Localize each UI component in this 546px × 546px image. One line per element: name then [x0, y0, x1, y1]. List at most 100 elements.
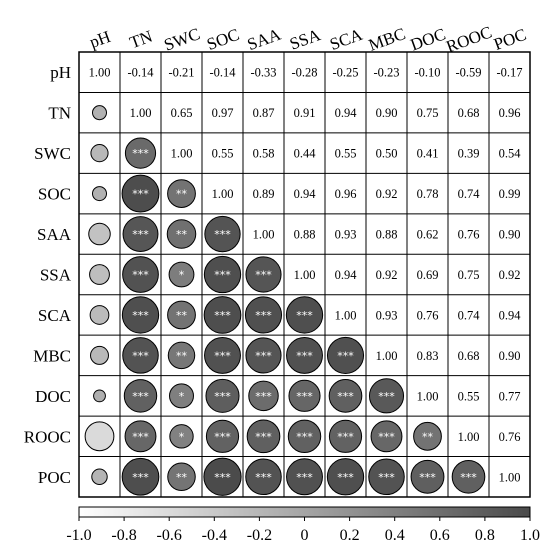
correlation-value: 0.41	[417, 147, 439, 161]
correlation-value: 1.00	[89, 66, 111, 80]
significance-stars: ***	[132, 188, 149, 201]
correlation-value: 1.00	[417, 389, 439, 403]
column-label-sca: SCA	[327, 25, 365, 54]
correlation-circle	[245, 458, 282, 496]
correlation-circle	[287, 419, 322, 454]
correlation-value: -0.28	[291, 66, 317, 80]
row-label-rooc: ROOC	[24, 427, 71, 446]
correlation-circle	[90, 144, 109, 163]
correlation-value: 1.00	[212, 187, 234, 201]
row-label-poc: POC	[38, 468, 71, 487]
significance-stars: ***	[255, 430, 272, 443]
correlation-circle	[245, 337, 282, 374]
correlation-circle	[410, 459, 445, 494]
significance-stars: ***	[132, 390, 149, 403]
significance-stars: ***	[214, 349, 231, 362]
column-label-mbc: MBC	[366, 24, 408, 55]
correlation-circle	[167, 341, 196, 370]
correlation-value: 0.87	[253, 106, 275, 120]
significance-stars: ***	[378, 471, 395, 484]
correlation-circle	[248, 380, 279, 412]
correlation-circle	[204, 215, 241, 253]
correlation-circle	[91, 468, 108, 485]
correlation-value: 1.00	[458, 430, 480, 444]
column-label-ssa: SSA	[287, 25, 323, 54]
correlation-circle	[121, 457, 160, 496]
correlation-value: 1.00	[335, 308, 357, 322]
row-label-tn: TN	[48, 104, 71, 123]
correlation-value: 0.96	[335, 187, 357, 201]
correlation-value: 0.55	[458, 389, 480, 403]
correlation-value: 0.96	[499, 106, 521, 120]
correlation-value: 0.89	[253, 187, 275, 201]
correlation-value: -0.14	[127, 66, 154, 80]
correlation-value: 1.00	[499, 470, 521, 484]
correlation-value: 0.74	[458, 187, 481, 201]
correlation-circle	[205, 419, 240, 453]
correlation-value: 0.99	[499, 187, 521, 201]
significance-stars: ***	[214, 309, 231, 322]
correlation-circle	[93, 389, 106, 403]
correlation-circle	[166, 219, 197, 249]
significance-stars: ***	[296, 390, 313, 403]
significance-stars: ***	[337, 471, 354, 484]
significance-stars: **	[176, 309, 188, 322]
significance-stars: ***	[132, 349, 149, 362]
colorbar-tick-label: -0.6	[157, 527, 182, 544]
correlation-circle	[123, 379, 158, 413]
significance-stars: ***	[132, 471, 149, 484]
significance-stars: ***	[214, 471, 231, 484]
correlation-value: 1.00	[130, 106, 152, 120]
correlation-value: 0.44	[294, 147, 317, 161]
correlation-value: 1.00	[253, 228, 275, 242]
significance-stars: ***	[214, 228, 231, 241]
correlation-circle	[326, 458, 365, 496]
significance-stars: ***	[132, 147, 149, 160]
correlation-value: 0.68	[458, 106, 480, 120]
colorbar-tick-label: 0	[301, 527, 309, 544]
correlation-value: 0.77	[499, 389, 521, 403]
correlation-value: 0.69	[417, 268, 439, 282]
correlation-value: 0.65	[171, 106, 193, 120]
colorbar-tick-label: 1.0	[520, 527, 540, 544]
row-label-saa: SAA	[37, 225, 72, 244]
significance-stars: ***	[255, 390, 272, 403]
significance-stars: ***	[255, 471, 272, 484]
correlation-circle	[169, 424, 194, 449]
significance-stars: ***	[296, 430, 313, 443]
correlation-value: 0.90	[499, 228, 521, 242]
correlation-value: -0.59	[455, 66, 481, 80]
correlation-value: 0.92	[376, 268, 398, 282]
correlation-circle	[368, 458, 405, 496]
correlation-value: 0.74	[458, 308, 481, 322]
correlation-circle	[368, 378, 405, 414]
row-label-sca: SCA	[38, 306, 72, 325]
significance-stars: ***	[255, 349, 272, 362]
correlation-value: -0.10	[414, 66, 440, 80]
correlation-value: 0.54	[499, 147, 522, 161]
colorbar-tick-label: 0.6	[430, 527, 450, 544]
row-label-swc: SWC	[34, 144, 71, 163]
correlation-circle	[203, 457, 242, 496]
column-label-tn: TN	[127, 27, 155, 53]
correlation-circle	[168, 261, 195, 288]
colorbar-tick-label: -1.0	[66, 527, 91, 544]
correlation-circle	[91, 186, 108, 202]
significance-stars: **	[176, 349, 188, 362]
correlation-circle	[203, 255, 242, 294]
row-label-ph: pH	[50, 63, 71, 82]
correlation-value: 0.92	[376, 187, 398, 201]
significance-stars: **	[422, 430, 434, 443]
correlation-circle	[288, 379, 321, 412]
correlation-circle	[205, 378, 240, 413]
significance-stars: ***	[132, 309, 149, 322]
correlation-circle	[167, 462, 196, 492]
correlation-value: 1.00	[171, 147, 193, 161]
colorbar-tick-label: -0.4	[202, 527, 227, 544]
correlation-circle	[328, 379, 363, 413]
correlation-circle	[167, 300, 196, 330]
significance-stars: ***	[296, 309, 313, 322]
correlation-value: 0.94	[335, 106, 358, 120]
significance-stars: ***	[132, 430, 149, 443]
significance-stars: ***	[255, 309, 272, 322]
